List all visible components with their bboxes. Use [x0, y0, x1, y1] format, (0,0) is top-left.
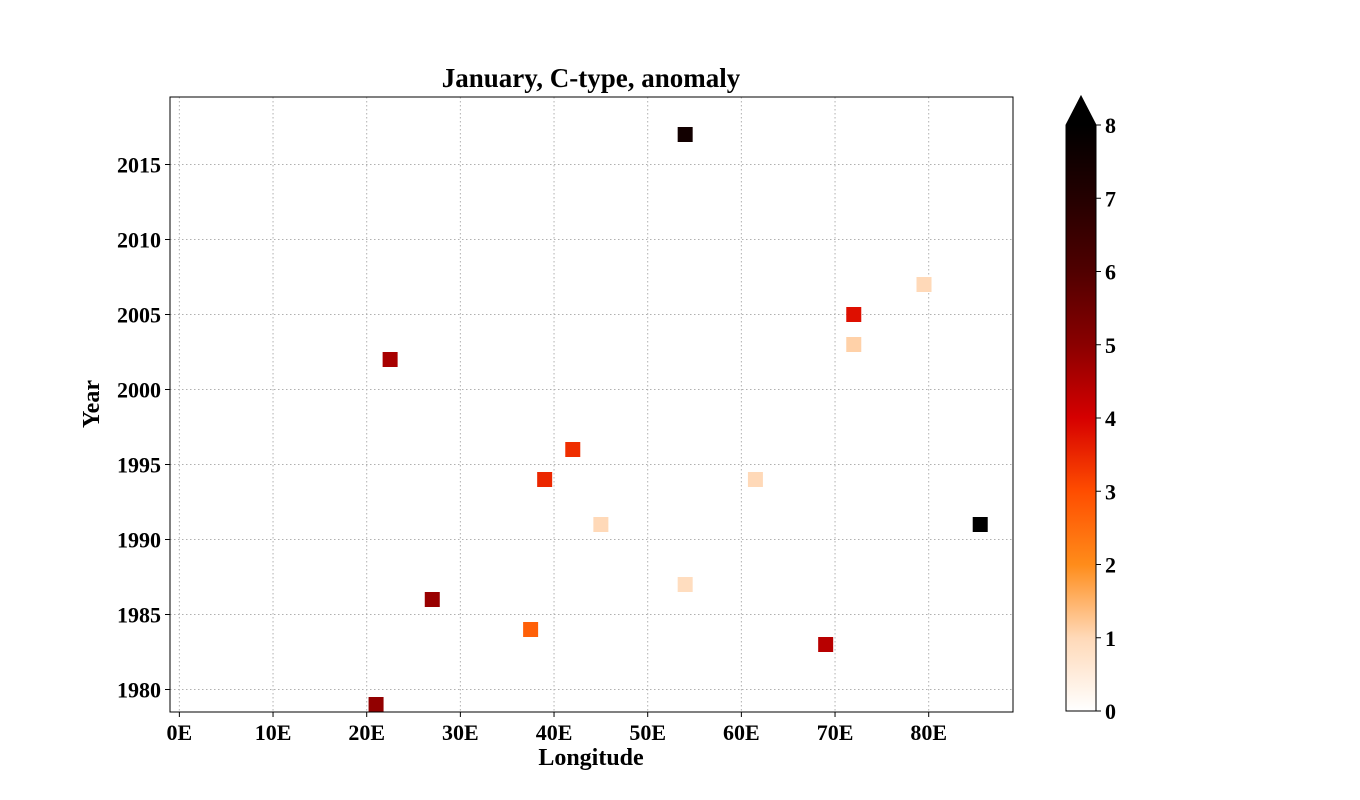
- x-tick-label: 30E: [442, 720, 479, 745]
- data-point: [677, 577, 693, 592]
- x-tick-label: 20E: [348, 720, 385, 745]
- y-tick-label: 2015: [117, 153, 161, 178]
- plot-frame: [169, 96, 1014, 713]
- colorbar-tick-label: 0: [1105, 699, 1116, 724]
- data-point: [972, 517, 988, 532]
- y-tick-label: 1980: [117, 678, 161, 703]
- x-tick-label: 0E: [167, 720, 193, 745]
- colorbar-tick-label: 2: [1105, 553, 1116, 578]
- data-point: [677, 127, 693, 142]
- data-point: [537, 472, 553, 487]
- y-tick-label: 1990: [117, 528, 161, 553]
- data-points: [368, 127, 988, 712]
- colorbar-outline: [1065, 94, 1097, 712]
- y-tick-label: 2000: [117, 378, 161, 403]
- y-tick-label: 2010: [117, 228, 161, 253]
- x-tick-label: 40E: [536, 720, 573, 745]
- colorbar-ticks: 0 1 2 3 4 5 6 7 8: [1096, 113, 1116, 724]
- x-tick-label: 70E: [817, 720, 854, 745]
- x-axis-ticks: 0E 10E 20E 30E 40E 50E 60E 70E 80E: [167, 712, 947, 745]
- y-tick-label: 1995: [117, 453, 161, 478]
- colorbar: 0 1 2 3 4 5 6 7 8: [1065, 94, 1116, 724]
- data-point: [424, 592, 440, 607]
- colorbar-tick-label: 3: [1105, 479, 1116, 504]
- y-tick-label: 1985: [117, 603, 161, 628]
- data-point: [846, 307, 862, 322]
- colorbar-gradient: [1066, 125, 1096, 711]
- x-tick-label: 80E: [910, 720, 947, 745]
- x-axis-label: Longitude: [538, 745, 644, 771]
- data-point: [747, 472, 763, 487]
- x-tick-label: 10E: [255, 720, 292, 745]
- data-point: [368, 697, 384, 712]
- y-axis-label: Year: [79, 380, 105, 428]
- colorbar-tick-label: 4: [1105, 406, 1116, 431]
- data-point: [565, 442, 581, 457]
- colorbar-tick-label: 1: [1105, 626, 1116, 651]
- chart-title: January, C-type, anomaly: [442, 63, 741, 93]
- x-tick-label: 60E: [723, 720, 760, 745]
- grid: [170, 97, 1013, 712]
- colorbar-tick-label: 7: [1105, 186, 1116, 211]
- colorbar-tick-label: 8: [1105, 113, 1116, 138]
- data-point: [846, 337, 862, 352]
- data-point: [916, 277, 932, 292]
- colorbar-tick-label: 5: [1105, 333, 1116, 358]
- colorbar-extend-arrow: [1066, 96, 1096, 125]
- x-tick-label: 50E: [629, 720, 666, 745]
- y-axis-ticks: 1980 1985 1990 1995 2000 2005 2010 2015: [117, 153, 170, 703]
- data-point: [523, 622, 539, 637]
- plot-area: 0E 10E 20E 30E 40E 50E 60E 70E 80E 1980198519901…: [117, 96, 1014, 745]
- data-point: [593, 517, 609, 532]
- y-tick-label: 2005: [117, 303, 161, 328]
- data-point: [818, 637, 834, 652]
- data-point: [382, 352, 398, 367]
- colorbar-tick-label: 6: [1105, 260, 1116, 285]
